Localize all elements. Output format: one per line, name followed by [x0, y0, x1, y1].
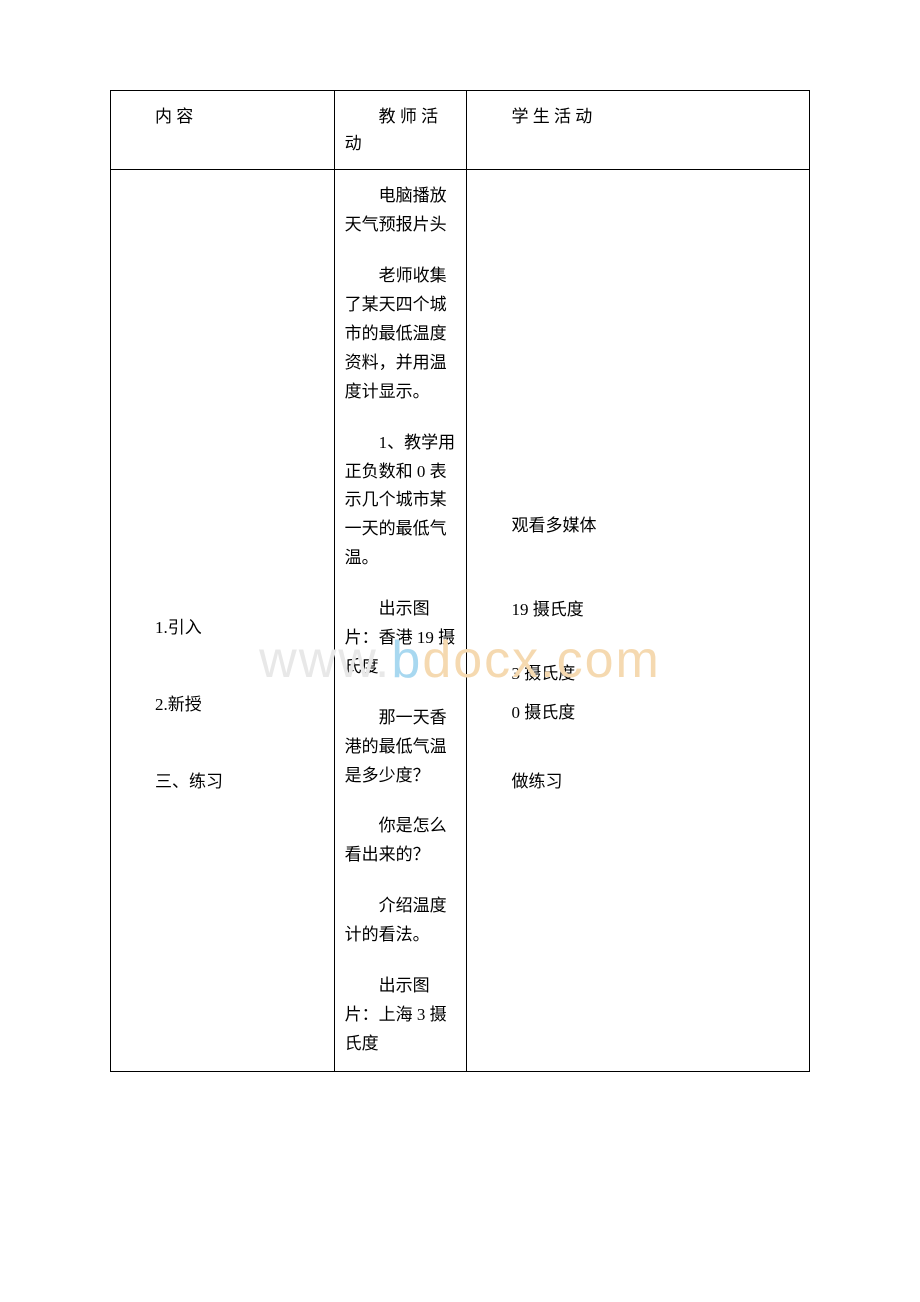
- teacher-para-1: 电脑播放天气预报片头: [345, 182, 457, 240]
- student-line-3: 3 摄氏度: [477, 660, 799, 689]
- teacher-para-3: 1、教学用正负数和 0 表示几个城市某一天的最低气温。: [345, 429, 457, 573]
- teacher-para-8: 出示图片：上海 3 摄氏度: [345, 972, 457, 1059]
- student-cell: 观看多媒体 19 摄氏度 3 摄氏度 0 摄氏度 做练习: [467, 170, 810, 1071]
- teacher-cell: 电脑播放天气预报片头 老师收集了某天四个城市的最低温度资料，并用温度计显示。 1…: [334, 170, 467, 1071]
- student-line-2: 19 摄氏度: [477, 596, 799, 625]
- content-line-2: 2.新授: [121, 691, 324, 720]
- header-teacher: 教 师 活 动: [334, 91, 467, 170]
- student-line-1: 观看多媒体: [477, 512, 799, 541]
- header-content: 内 容: [111, 91, 335, 170]
- student-line-5: 做练习: [477, 768, 799, 797]
- content-line-1: 1.引入: [121, 614, 324, 643]
- content-line-3: 三、练习: [121, 768, 324, 797]
- teacher-para-6: 你是怎么看出来的？: [345, 812, 457, 870]
- teacher-para-2: 老师收集了某天四个城市的最低温度资料，并用温度计显示。: [345, 262, 457, 406]
- table-body-row: 1.引入 2.新授 三、练习 电脑播放天气预报片头 老师收集了某天四个城市的最低…: [111, 170, 810, 1071]
- header-student: 学 生 活 动: [467, 91, 810, 170]
- teacher-para-7: 介绍温度计的看法。: [345, 892, 457, 950]
- lesson-plan-table: 内 容 教 师 活 动 学 生 活 动 1.引入 2.新授 三、练习 电脑播放天…: [110, 90, 810, 1072]
- teacher-para-5: 那一天香港的最低气温是多少度？: [345, 704, 457, 791]
- table-header-row: 内 容 教 师 活 动 学 生 活 动: [111, 91, 810, 170]
- student-line-4: 0 摄氏度: [477, 699, 799, 728]
- teacher-para-4: 出示图片：香港 19 摄氏度: [345, 595, 457, 682]
- content-cell: 1.引入 2.新授 三、练习: [111, 170, 335, 1071]
